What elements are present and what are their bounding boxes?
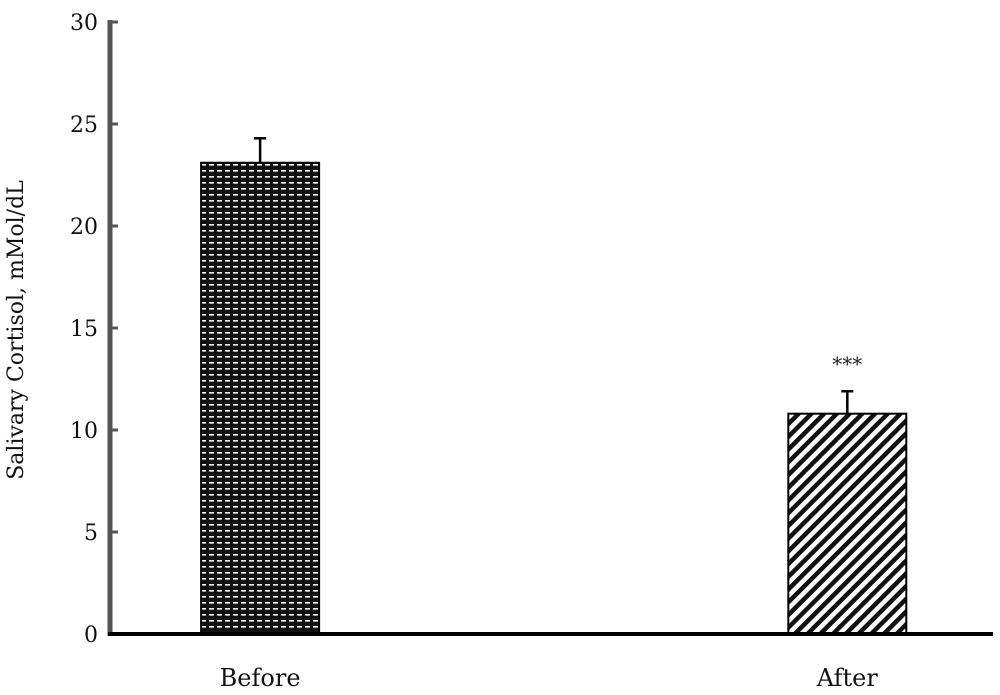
y-tick-label: 10 (70, 419, 98, 444)
bar-group-before (200, 137, 321, 635)
y-tick-label: 25 (70, 113, 98, 138)
bar-after (787, 412, 908, 635)
y-tick-label: 0 (84, 623, 98, 648)
y-tick-label: 30 (70, 11, 98, 36)
y-axis-title: Salivary Cortisol, mMol/dL (4, 180, 29, 480)
x-axis-labels: Before After (220, 664, 879, 692)
bar-before (200, 161, 321, 635)
x-tick-label: Before (220, 664, 301, 692)
y-tick-label: 5 (84, 521, 98, 546)
y-tick-label: 20 (70, 215, 98, 240)
bars: *** (200, 137, 908, 635)
significance-marker: *** (832, 352, 862, 376)
bar-group-after (787, 389, 908, 635)
y-axis-ticks: 0 5 10 15 20 25 30 (70, 11, 118, 648)
x-tick-label: After (816, 664, 879, 692)
y-tick-label: 15 (70, 317, 98, 342)
